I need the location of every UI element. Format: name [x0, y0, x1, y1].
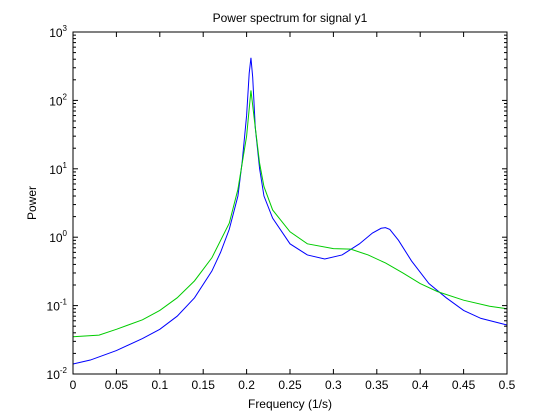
- x-tick-label: 0.2: [238, 378, 255, 392]
- plot-frame: [72, 31, 508, 375]
- x-tick-label: 0.5: [499, 378, 516, 392]
- series-line-2: [72, 90, 508, 338]
- x-tick-label: 0.35: [365, 378, 389, 392]
- y-tick-label: 100: [49, 229, 67, 245]
- y-tick-label: 103: [49, 24, 67, 40]
- y-tick-label: 102: [49, 92, 67, 108]
- x-tick-label: 0.4: [412, 378, 429, 392]
- y-tick-label: 101: [49, 161, 67, 177]
- y-tick-label: 10-1: [47, 298, 68, 314]
- series-layer: [72, 57, 508, 365]
- x-axis-label: Frequency (1/s): [248, 397, 332, 411]
- y-axis-label: Power: [25, 186, 39, 220]
- x-tick-label: 0: [70, 378, 77, 392]
- x-tick-label: 0.3: [325, 378, 342, 392]
- x-tick-label: 0.05: [105, 378, 129, 392]
- series-line-1: [72, 57, 508, 365]
- x-tick-label: 0.25: [278, 378, 302, 392]
- chart-title: Power spectrum for signal y1: [213, 11, 368, 25]
- y-tick-label: 10-2: [47, 366, 68, 382]
- x-tick-label: 0.45: [452, 378, 476, 392]
- x-tick-label: 0.1: [151, 378, 168, 392]
- ticks-layer: 0 0.05 0.1 0.15 0.2 0.25 0.3 0.35 0.4 0.45 0.5 10-2…: [47, 24, 516, 392]
- x-tick-label: 0.15: [192, 378, 216, 392]
